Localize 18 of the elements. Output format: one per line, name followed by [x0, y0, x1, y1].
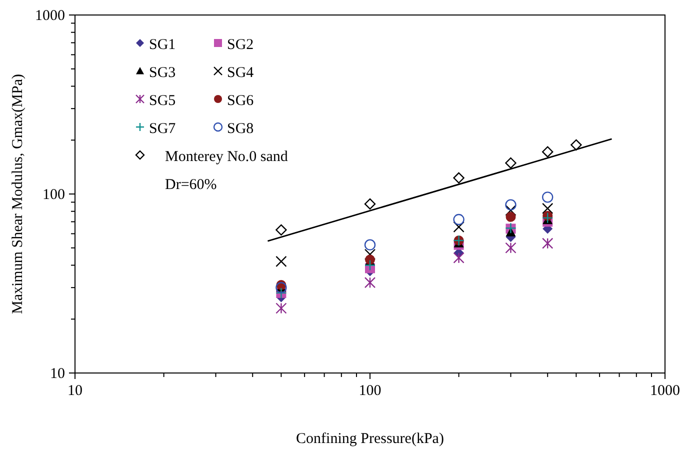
legend-label: SG2 — [227, 37, 254, 53]
x-axis-title: Confining Pressure(kPa) — [296, 431, 444, 447]
legend-label: SG6 — [227, 93, 254, 109]
legend-label: Monterey No.0 sand — [165, 149, 288, 165]
x-tick-label: 1000 — [650, 383, 680, 399]
y-tick-label: 10 — [50, 366, 65, 382]
y-axis-title: Maximum Shear Modulus, Gmax(MPa) — [10, 74, 26, 314]
x-tick-label: 100 — [358, 383, 382, 399]
legend-label: SG7 — [149, 121, 176, 137]
legend-label: SG1 — [149, 37, 176, 53]
y-tick-label: 100 — [42, 187, 65, 203]
legend-label: SG5 — [149, 93, 176, 109]
legend-label: SG3 — [149, 65, 176, 81]
legend-label: SG4 — [227, 65, 254, 81]
annotation: Dr=60% — [165, 177, 217, 193]
legend-label: SG8 — [227, 121, 254, 137]
x-tick-label: 10 — [68, 383, 82, 399]
y-tick-label: 1000 — [35, 8, 65, 24]
